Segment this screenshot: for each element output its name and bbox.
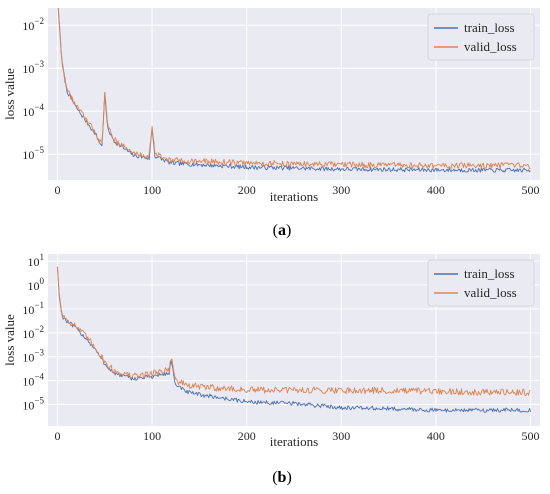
legend-label-valid-loss: valid_loss: [464, 39, 517, 54]
y-axis-title: loss value: [2, 314, 17, 366]
y-tick-label: 10−2: [22, 16, 44, 33]
y-tick-label: 10−4: [22, 102, 44, 119]
x-tick-label: 0: [54, 429, 60, 443]
y-tick-label: 10−3: [22, 59, 44, 76]
x-axis-title: iterations: [270, 189, 318, 204]
panel-a-letter: a: [278, 222, 286, 239]
x-tick-label: 500: [522, 429, 540, 443]
legend-label-valid-loss: valid_loss: [464, 285, 517, 300]
series-line-valid-loss: [57, 8, 531, 170]
y-tick-label: 10−5: [22, 145, 44, 162]
series-line-train-loss: [57, 268, 531, 413]
x-tick-label: 200: [238, 183, 256, 197]
panel-a-label: (a): [273, 222, 292, 239]
legend-box: [427, 259, 535, 307]
x-tick-label: 300: [332, 429, 350, 443]
legend-label-train-loss: train_loss: [464, 20, 515, 35]
x-tick-label: 100: [143, 183, 161, 197]
x-tick-label: 400: [427, 429, 445, 443]
x-tick-label: 500: [522, 183, 540, 197]
y-tick-label: 10−3: [22, 348, 44, 365]
series-line-train-loss: [57, 8, 531, 173]
series-line-valid-loss: [57, 266, 531, 396]
y-tick-label: 10−2: [22, 324, 44, 341]
x-axis-title: iterations: [270, 434, 318, 449]
panel-b-label: (b): [272, 469, 292, 486]
y-tick-label: 10−1: [22, 300, 44, 317]
x-tick-label: 100: [143, 429, 161, 443]
panel-b-letter: b: [278, 469, 287, 486]
x-tick-label: 400: [427, 183, 445, 197]
chart-panel-a: 0 100 200 300 400 500 10−2 10−3 10−4 10−5 iteratio…: [2, 8, 540, 204]
y-tick-label: 10−5: [22, 396, 44, 413]
y-tick-label: 100: [28, 276, 45, 293]
y-tick-label: 10−4: [22, 372, 44, 389]
legend-label-train-loss: train_loss: [464, 266, 515, 281]
x-tick-label: 300: [332, 183, 350, 197]
y-tick-label: 101: [28, 252, 45, 269]
x-tick-label: 0: [54, 183, 60, 197]
chart-panel-b: 0 100 200 300 400 500 101 100 10−1 10−2 10−3 10−4 10…: [2, 252, 540, 449]
legend-box: [427, 13, 535, 61]
x-tick-label: 200: [238, 429, 256, 443]
y-axis-title: loss value: [2, 68, 17, 120]
